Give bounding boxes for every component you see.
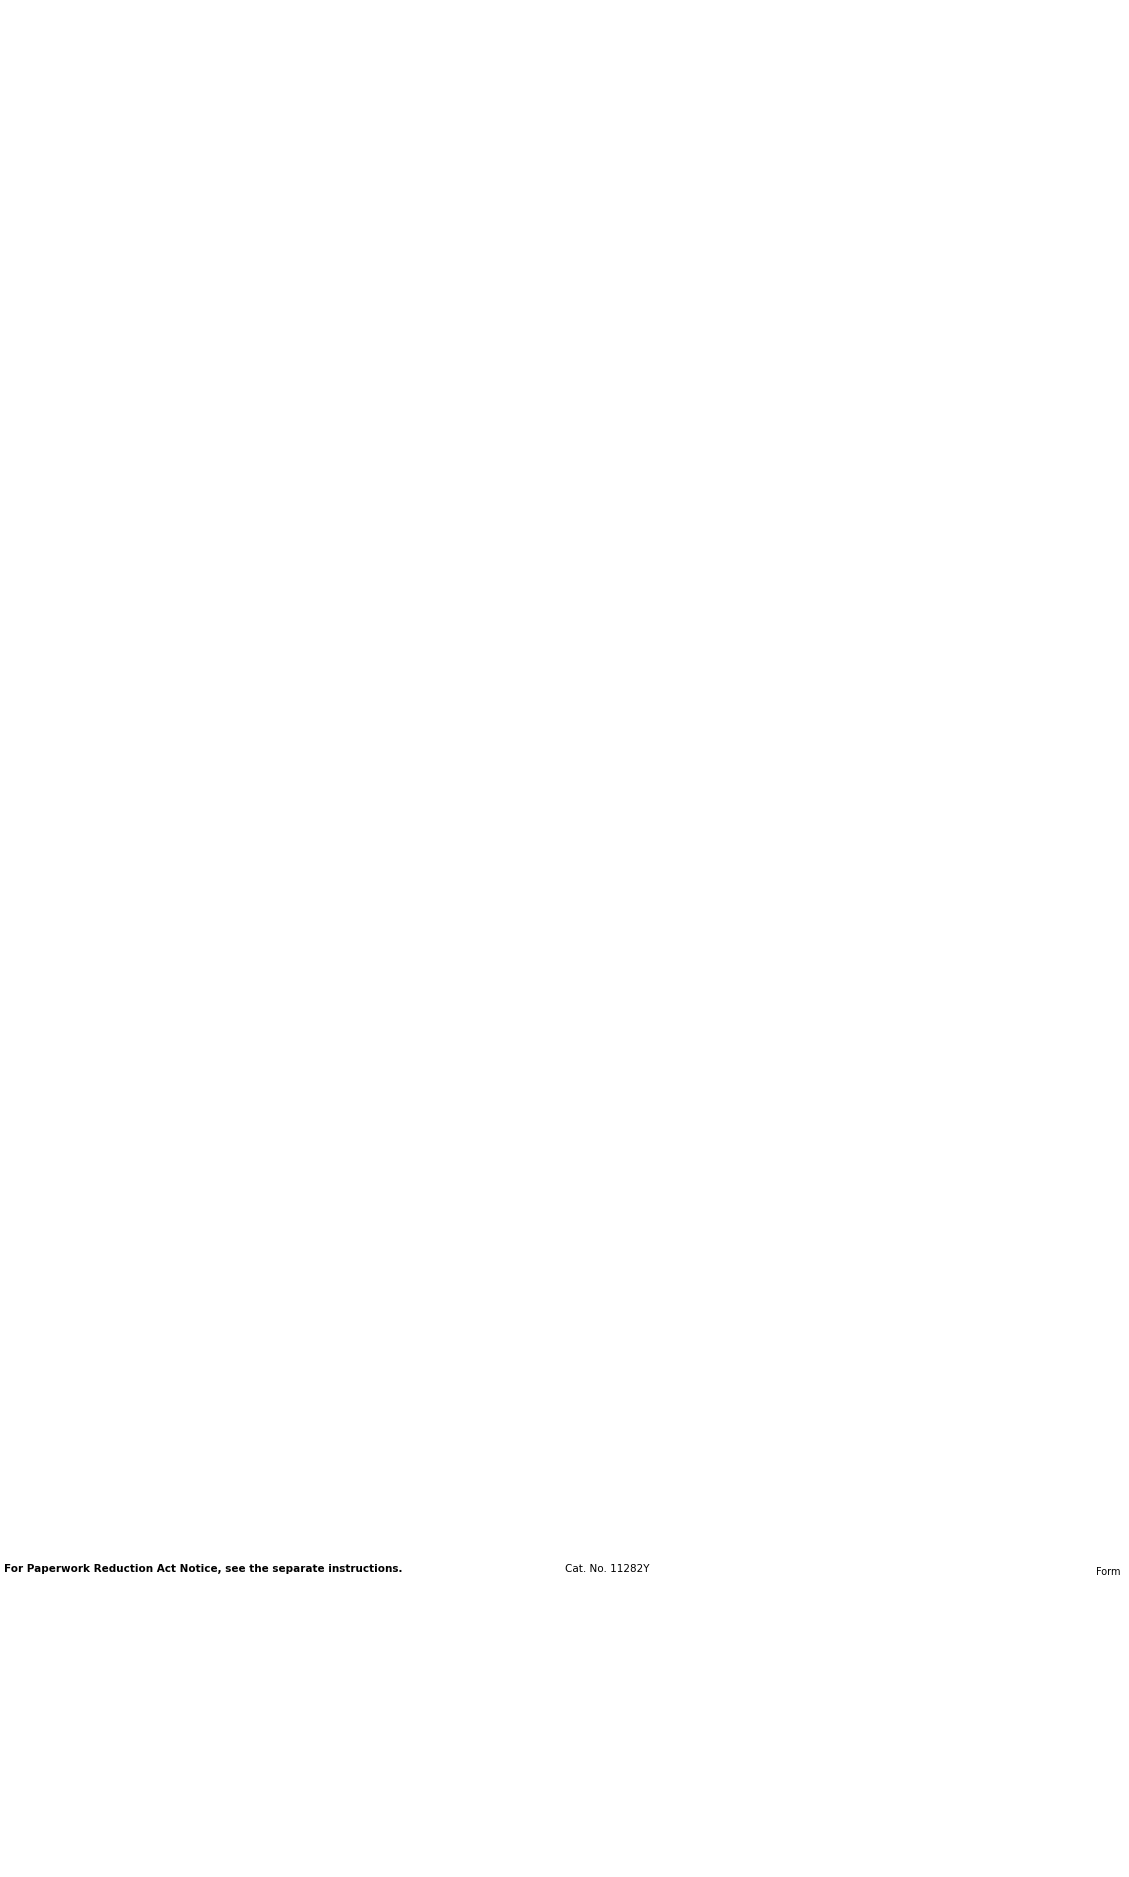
Text: For Paperwork Reduction Act Notice, see the separate instructions.: For Paperwork Reduction Act Notice, see … [5, 1564, 403, 1575]
Text: Form: Form [1096, 1567, 1124, 1577]
Text: Cat. No. 11282Y: Cat. No. 11282Y [564, 1564, 649, 1575]
